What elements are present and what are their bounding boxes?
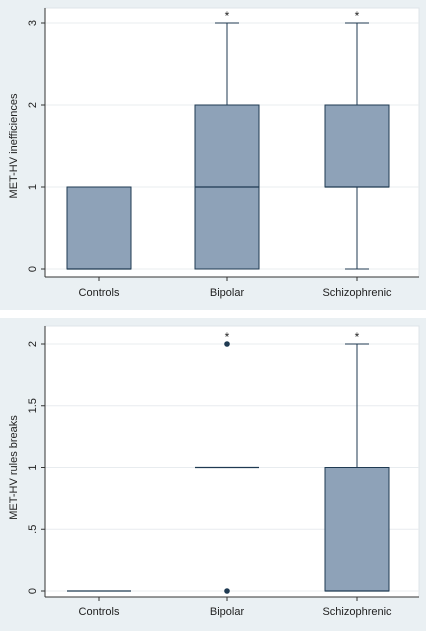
y-tick-label: 3 <box>27 20 39 26</box>
box-iqr <box>324 104 390 188</box>
box-iqr <box>324 467 390 592</box>
significance-marker: * <box>355 9 360 23</box>
box-iqr <box>66 186 132 270</box>
y-tick-label: 0 <box>27 588 39 594</box>
y-tick-label: 1.5 <box>27 398 39 413</box>
x-tick-label: Schizophrenic <box>322 287 392 299</box>
y-tick-label: 1 <box>27 464 39 470</box>
y-tick-label: 2 <box>27 102 39 108</box>
outlier-point <box>224 341 230 347</box>
significance-marker: * <box>355 330 360 344</box>
box-bipolar: * <box>194 9 260 270</box>
box-controls <box>66 186 132 270</box>
significance-marker: * <box>225 9 230 23</box>
box-schizophrenic: * <box>324 9 390 270</box>
chart-panel-inefficiences: 0 1 2 3 MET-HV inefficiences Controls * Bipolar… <box>0 0 426 310</box>
box-schizophrenic: * <box>324 330 390 592</box>
x-tick-label: Schizophrenic <box>322 606 392 618</box>
chart-panel-rules-breaks: 0 .5 1 1.5 2 MET-HV rules breaks Controls * Bipo… <box>0 318 426 631</box>
x-tick-label: Bipolar <box>210 287 245 299</box>
significance-marker: * <box>225 330 230 344</box>
y-axis-label: MET-HV rules breaks <box>8 415 20 520</box>
y-tick-label: 0 <box>27 266 39 272</box>
outlier-point <box>224 588 230 594</box>
y-tick-label: .5 <box>27 525 39 534</box>
y-tick-label: 1 <box>27 184 39 190</box>
x-tick-label: Bipolar <box>210 606 245 618</box>
box-bipolar: * <box>195 330 259 594</box>
y-axis-label: MET-HV inefficiences <box>8 93 20 198</box>
x-tick-label: Controls <box>79 606 120 618</box>
box-plot-rules-breaks: 0 .5 1 1.5 2 MET-HV rules breaks Controls * Bipo… <box>0 318 426 631</box>
box-plot-inefficiences: 0 1 2 3 MET-HV inefficiences Controls * Bipolar… <box>0 0 426 310</box>
y-tick-label: 2 <box>27 341 39 347</box>
x-tick-label: Controls <box>79 287 120 299</box>
